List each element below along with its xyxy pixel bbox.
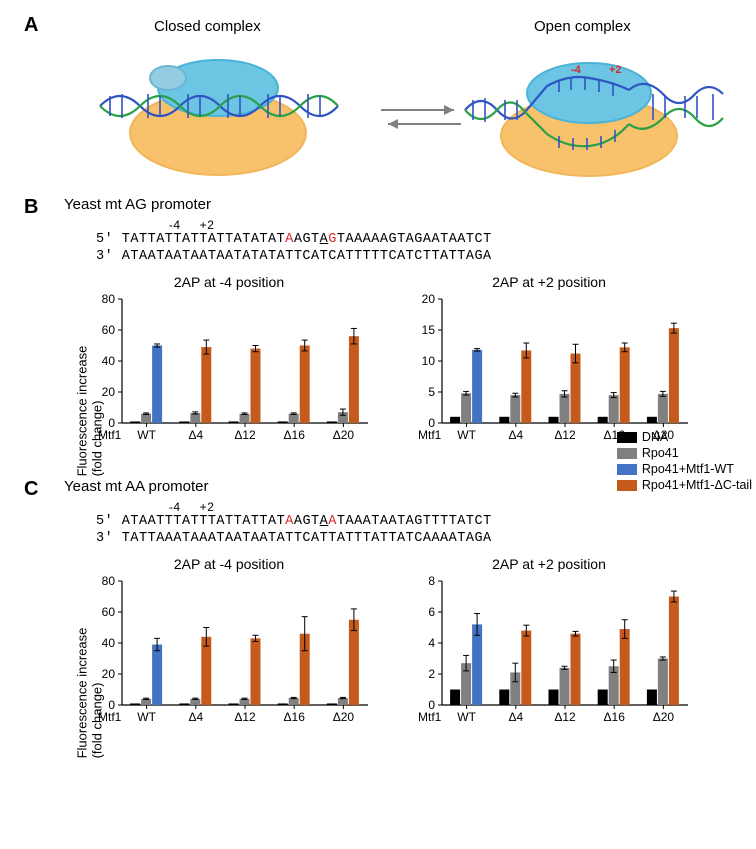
panel-c: Yeast mt AA promoter -4 +2 5' ATAATTTATT… bbox=[54, 478, 728, 738]
svg-text:Δ16: Δ16 bbox=[284, 710, 306, 724]
panel-c-title: Yeast mt AA promoter bbox=[64, 478, 728, 495]
panel-label-c: C bbox=[24, 478, 38, 501]
svg-text:WT: WT bbox=[137, 710, 156, 724]
legend-swatch bbox=[617, 432, 637, 443]
svg-text:60: 60 bbox=[102, 605, 116, 619]
panel-b-seq-top: 5' TATTATTATTATTATATATAAGTAGTAAAAAGTAGAA… bbox=[96, 232, 728, 249]
svg-text:60: 60 bbox=[102, 323, 116, 337]
panel-b: Yeast mt AG promoter -4 +2 5' TATTATTATT… bbox=[54, 196, 728, 456]
chart-c-minus4-title: 2AP at -4 position bbox=[84, 556, 374, 572]
svg-text:Mtf1: Mtf1 bbox=[418, 710, 442, 724]
svg-text:Δ16: Δ16 bbox=[604, 710, 626, 724]
svg-text:Δ20: Δ20 bbox=[333, 428, 355, 442]
panel-c-seq-bot: 3' TATTAAATAAATAATAATATTCATTATTTATTATCAA… bbox=[96, 531, 728, 548]
closed-complex-title: Closed complex bbox=[154, 18, 261, 35]
svg-text:Δ12: Δ12 bbox=[234, 710, 256, 724]
svg-text:Δ16: Δ16 bbox=[284, 428, 306, 442]
svg-text:6: 6 bbox=[428, 605, 435, 619]
legend-label: Rpo41 bbox=[642, 446, 679, 460]
svg-text:20: 20 bbox=[422, 293, 436, 306]
panel-a: Closed complex Open complex bbox=[54, 18, 728, 190]
panel-b-pos-labels: -4 +2 bbox=[96, 218, 728, 232]
svg-text:4: 4 bbox=[428, 636, 435, 650]
svg-text:+2: +2 bbox=[609, 64, 622, 76]
closed-complex-diagram bbox=[90, 38, 340, 178]
legend-item: Rpo41 bbox=[617, 446, 752, 460]
panel-c-pos-labels: -4 +2 bbox=[96, 500, 728, 514]
open-complex-title: Open complex bbox=[534, 18, 631, 35]
svg-text:Δ20: Δ20 bbox=[333, 710, 355, 724]
panel-b-title: Yeast mt AG promoter bbox=[64, 196, 728, 213]
svg-text:10: 10 bbox=[422, 354, 436, 368]
yaxis-label-b: Fluorescence increase(fold change) bbox=[74, 346, 104, 477]
yaxis-label-c: Fluorescence increase(fold change) bbox=[74, 627, 104, 758]
legend-label: Rpo41+Mtf1-WT bbox=[642, 462, 734, 476]
svg-text:WT: WT bbox=[457, 710, 476, 724]
svg-text:8: 8 bbox=[428, 575, 435, 588]
svg-text:2: 2 bbox=[428, 667, 435, 681]
svg-text:5: 5 bbox=[428, 385, 435, 399]
chart-b-minus4: 2AP at -4 position 020406080WTΔ4Δ12Δ16Δ2… bbox=[84, 274, 374, 456]
chart-c-plus2: 2AP at +2 position 02468WTΔ4Δ12Δ16Δ20Mtf… bbox=[404, 556, 694, 738]
legend-swatch bbox=[617, 464, 637, 475]
open-complex-diagram: -4 +2 bbox=[459, 38, 729, 178]
chart-b-plus2: 2AP at +2 position 05101520WTΔ4Δ12Δ16Δ20… bbox=[404, 274, 694, 456]
panel-b-seq-bot: 3' ATAATAATAATAATATATATTCATCATTTTTCATCTT… bbox=[96, 249, 728, 266]
svg-text:Δ20: Δ20 bbox=[653, 710, 675, 724]
chart-b-minus4-title: 2AP at -4 position bbox=[84, 274, 374, 290]
legend-label: DNA bbox=[642, 430, 668, 444]
chart-c-plus2-title: 2AP at +2 position bbox=[404, 556, 694, 572]
svg-text:-4: -4 bbox=[571, 64, 582, 76]
legend-swatch bbox=[617, 448, 637, 459]
panel-c-seq-top: 5' ATAATTTATTTATTATTATAAGTAATAAATAATAGTT… bbox=[96, 514, 728, 531]
svg-text:80: 80 bbox=[102, 575, 116, 588]
panel-label-b: B bbox=[24, 196, 38, 219]
legend-item: Rpo41+Mtf1-WT bbox=[617, 462, 752, 476]
svg-text:Δ4: Δ4 bbox=[188, 710, 203, 724]
svg-text:Δ4: Δ4 bbox=[188, 428, 203, 442]
legend-item: DNA bbox=[617, 430, 752, 444]
svg-text:15: 15 bbox=[422, 323, 436, 337]
svg-text:Δ12: Δ12 bbox=[554, 710, 576, 724]
svg-text:WT: WT bbox=[457, 428, 476, 442]
svg-text:Δ12: Δ12 bbox=[234, 428, 256, 442]
chart-c-minus4: 2AP at -4 position 020406080WTΔ4Δ12Δ16Δ2… bbox=[84, 556, 374, 738]
svg-text:Δ12: Δ12 bbox=[554, 428, 576, 442]
svg-text:80: 80 bbox=[102, 293, 116, 306]
svg-text:Δ4: Δ4 bbox=[508, 428, 523, 442]
panel-label-a: A bbox=[24, 14, 38, 37]
svg-text:WT: WT bbox=[137, 428, 156, 442]
equilibrium-arrows bbox=[376, 98, 466, 138]
svg-text:Mtf1: Mtf1 bbox=[418, 428, 442, 442]
chart-b-plus2-title: 2AP at +2 position bbox=[404, 274, 694, 290]
svg-text:Δ4: Δ4 bbox=[508, 710, 523, 724]
